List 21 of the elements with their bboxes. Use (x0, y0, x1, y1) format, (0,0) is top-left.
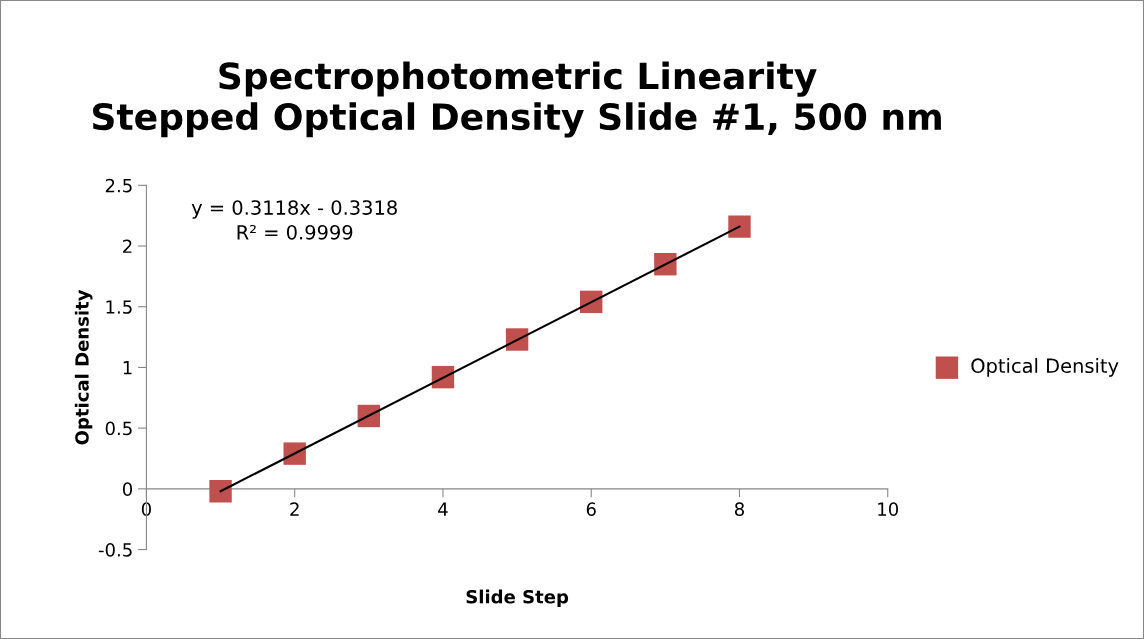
y-tick-label: 2 (123, 239, 132, 253)
point (728, 215, 751, 238)
y-tick-label: 0 (122, 482, 133, 496)
legend-label: Optical Density (971, 358, 1119, 377)
y-axis-title: Optical Density (74, 289, 93, 445)
y-tick-label: 2.5 (105, 178, 132, 193)
x-tick-label: 6 (586, 502, 596, 517)
annotation: y = 0.3118x - 0.3318 R² = 0.9999 (191, 200, 397, 240)
x-axis-title: Slide Step (466, 589, 569, 608)
chart-title: Spectrophotometric Linearity Stepped Optical Density Slide #1, 500 nm (93, 61, 941, 138)
x-tick-label: 10 (878, 502, 899, 517)
y-tick-label: -0.5 (98, 543, 132, 557)
y-tick-label: 1 (123, 361, 132, 375)
point (505, 328, 529, 351)
x-tick-label: 2 (290, 502, 299, 516)
y-tick-label: 0.5 (105, 421, 132, 436)
point (654, 253, 677, 276)
point (209, 480, 232, 503)
y-tick-label: 1.5 (106, 300, 132, 314)
x-tick-label: 8 (734, 502, 744, 517)
x-tick-label: 4 (438, 502, 448, 516)
